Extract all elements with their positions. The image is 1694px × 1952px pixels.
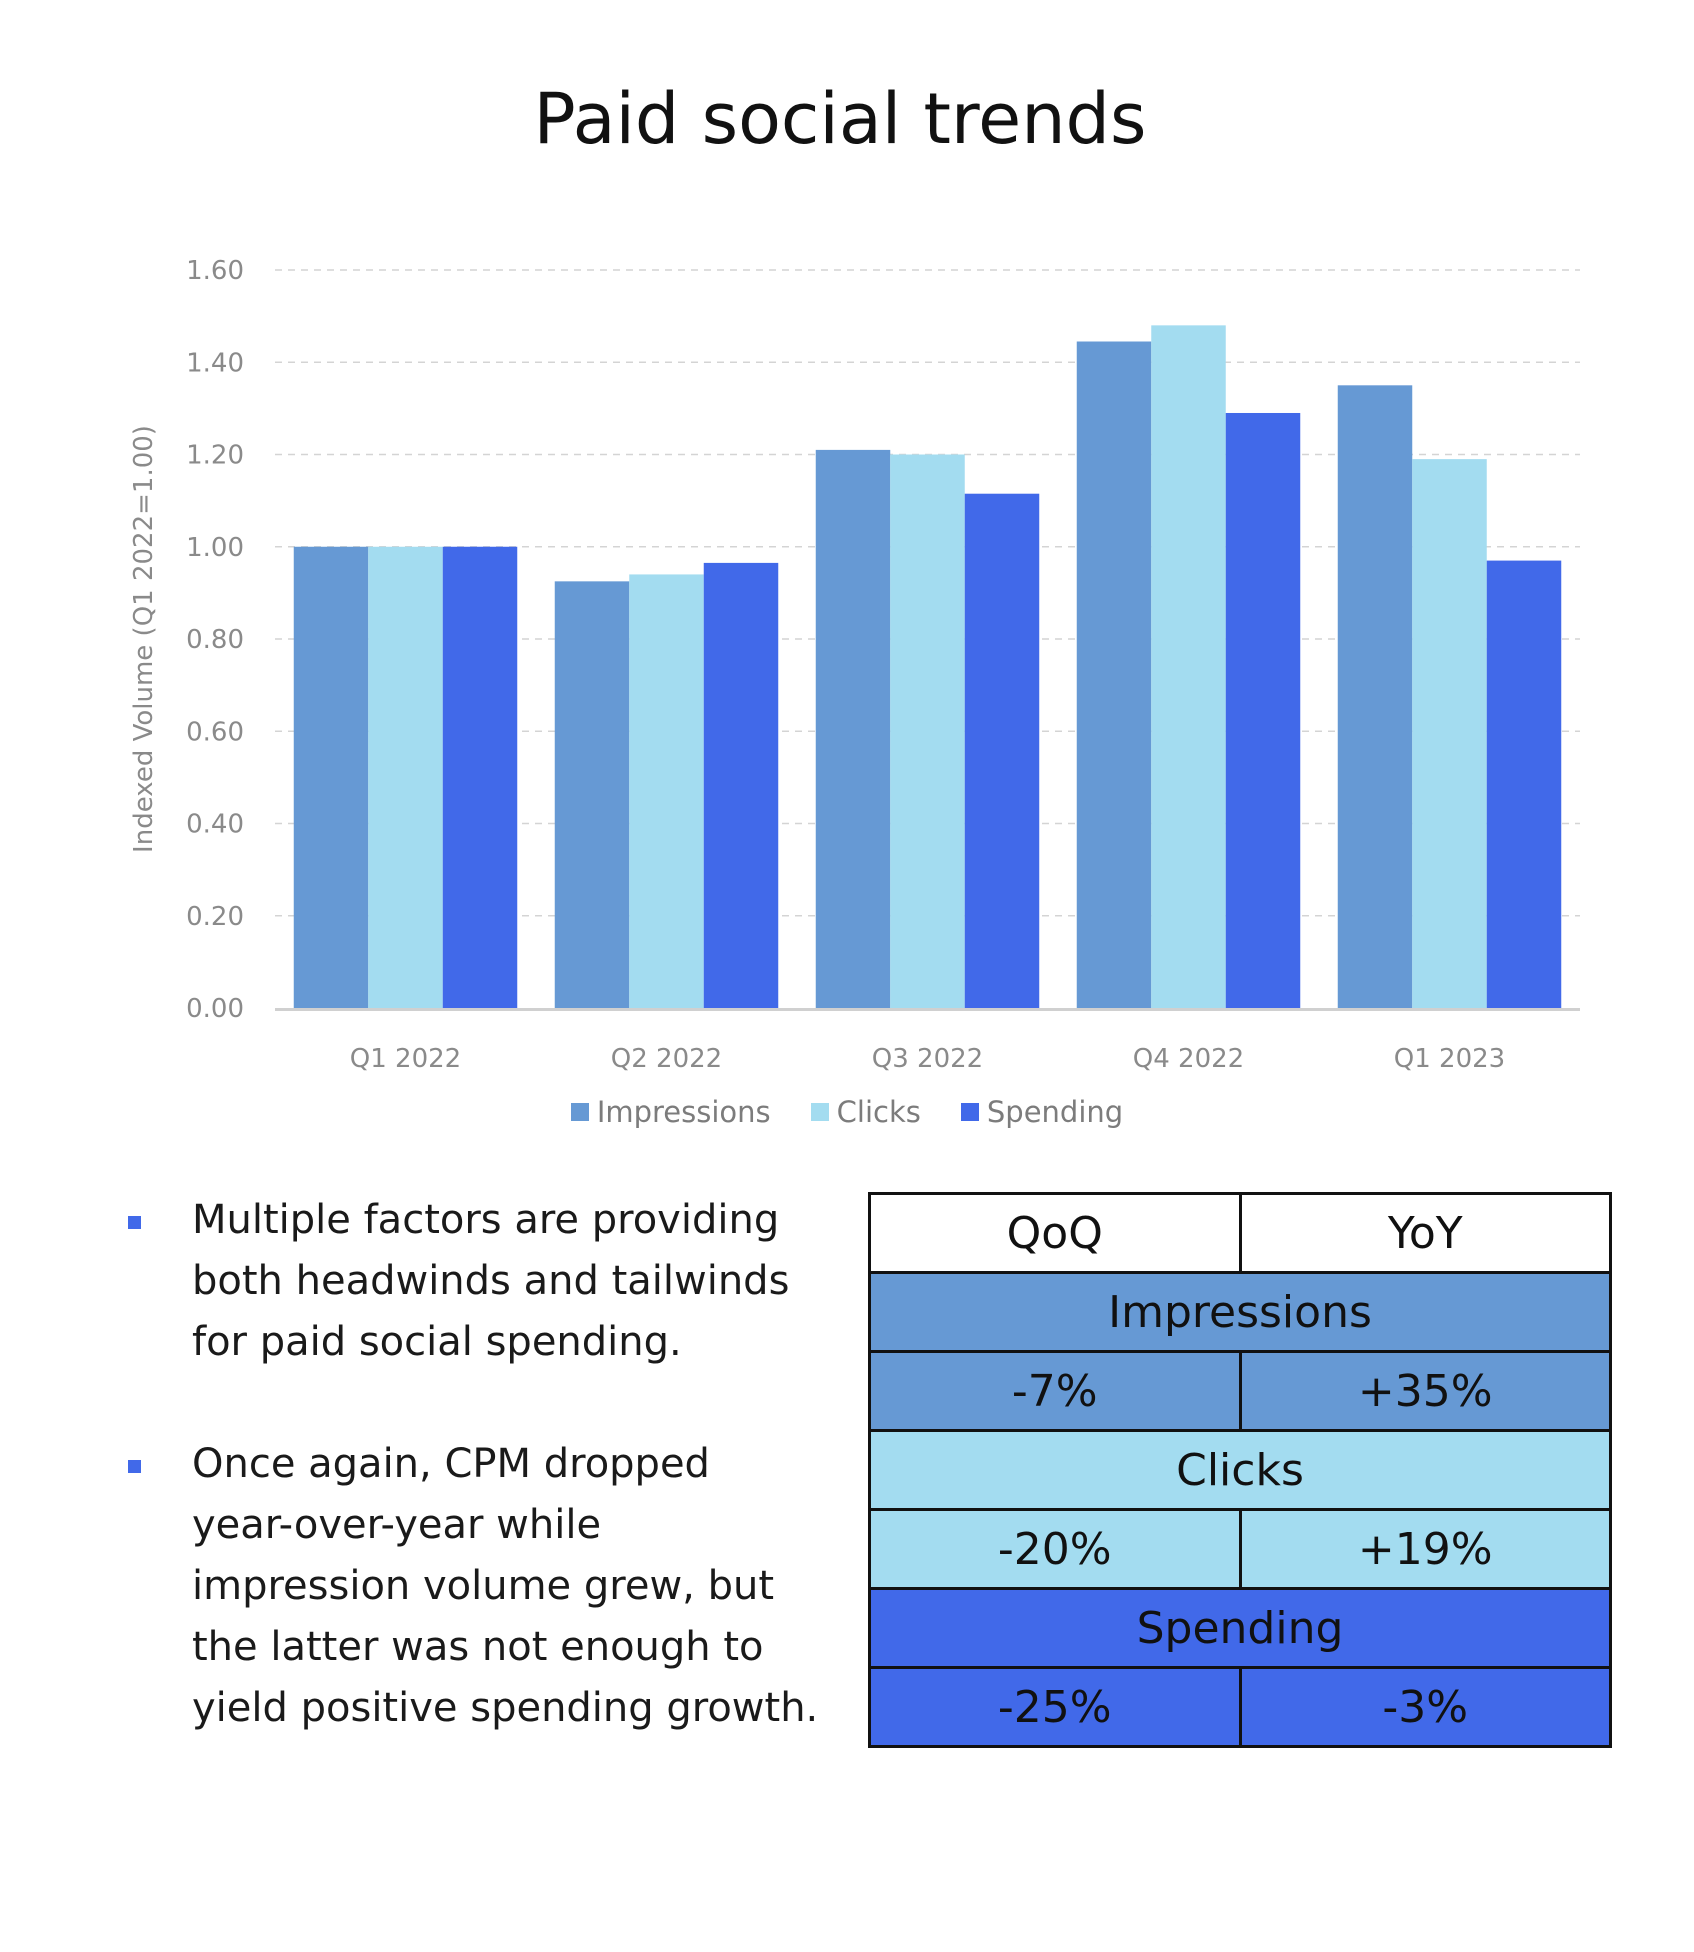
table-row: -7% +35% (868, 1350, 1612, 1432)
spending-qoq: -25% (868, 1666, 1242, 1748)
y-axis-ticks: 0.00 0.20 0.40 0.60 0.80 1.00 1.20 1.40 1.60 (186, 256, 244, 1024)
note-text: Multiple factors are providing both head… (192, 1197, 790, 1365)
bullet-square-icon (128, 1216, 141, 1229)
bar-chart: 0.00 0.20 0.40 0.60 0.80 1.00 1.20 1.40 1.60 Q1 … (129, 256, 1580, 1074)
y-axis-label: Indexed Volume (Q1 2022=1.00) (129, 425, 159, 853)
bar-impressions-q3-2022 (815, 449, 891, 1008)
legend-label-clicks: Clicks (836, 1095, 921, 1129)
impressions-qoq: -7% (868, 1350, 1242, 1432)
y-tick-label: 0.40 (186, 810, 244, 840)
legend-item-impressions: Impressions (570, 1095, 771, 1129)
bar-impressions-q4-2022 (1076, 341, 1152, 1008)
bar-spending-q2-2022 (703, 562, 779, 1008)
x-axis-ticks: Q1 2022 Q2 2022 Q3 2022 Q4 2022 Q1 2023 (350, 1044, 1505, 1074)
x-tick-label: Q4 2022 (1133, 1044, 1244, 1074)
note-item: Multiple factors are providing both head… (122, 1190, 822, 1373)
bar-spending-q1-2023 (1486, 560, 1562, 1008)
clicks-qoq: -20% (868, 1508, 1242, 1590)
chart-bars (293, 325, 1562, 1009)
impressions-yoy: +35% (1238, 1350, 1612, 1432)
y-tick-label: 0.80 (186, 625, 244, 655)
header-qoq: QoQ (868, 1192, 1242, 1274)
bar-clicks-q2-2022 (629, 574, 704, 1008)
note-item: Once again, CPM dropped year-over-year w… (122, 1434, 822, 1739)
x-tick-label: Q1 2022 (350, 1044, 461, 1074)
page-title: Paid social trends (533, 78, 1147, 160)
note-text: Once again, CPM dropped year-over-year w… (192, 1441, 819, 1731)
table-header-row: QoQ YoY (868, 1192, 1612, 1274)
bar-clicks-q4-2022 (1151, 325, 1226, 1009)
bar-spending-q3-2022 (964, 493, 1040, 1008)
y-tick-label: 0.20 (186, 902, 244, 932)
table-metric-row: Clicks (868, 1429, 1612, 1511)
bar-spending-q4-2022 (1225, 412, 1301, 1008)
bar-clicks-q1-2022 (368, 546, 443, 1008)
header-yoy: YoY (1238, 1192, 1612, 1274)
y-tick-label: 0.60 (186, 717, 244, 747)
legend-label-impressions: Impressions (596, 1095, 771, 1129)
metric-spending: Spending (868, 1587, 1612, 1669)
bar-impressions-q2-2022 (554, 581, 630, 1008)
legend-swatch-impressions (570, 1103, 589, 1121)
legend-swatch-spending (960, 1103, 979, 1121)
legend-item-spending: Spending (960, 1095, 1124, 1129)
bullet-square-icon (128, 1460, 141, 1473)
notes-list: Multiple factors are providing both head… (122, 1190, 822, 1739)
y-tick-label: 0.00 (186, 994, 244, 1024)
legend-item-clicks: Clicks (810, 1095, 921, 1129)
table-metric-row: Impressions (868, 1271, 1612, 1353)
table-metric-row: Spending (868, 1587, 1612, 1669)
legend-label-spending: Spending (986, 1095, 1124, 1129)
y-tick-label: 1.60 (186, 256, 244, 286)
y-tick-label: 1.40 (186, 348, 244, 378)
legend-swatch-clicks (810, 1103, 829, 1121)
bar-impressions-q1-2022 (293, 546, 369, 1008)
bar-clicks-q1-2023 (1412, 459, 1487, 1008)
table-row: -20% +19% (868, 1508, 1612, 1590)
chart-legend: Impressions Clicks Spending (0, 1095, 1694, 1129)
y-tick-label: 1.00 (186, 533, 244, 563)
metric-impressions: Impressions (868, 1271, 1612, 1353)
metric-clicks: Clicks (868, 1429, 1612, 1511)
growth-table: QoQ YoY Impressions -7% +35% Clicks -20%… (868, 1192, 1612, 1748)
clicks-yoy: +19% (1238, 1508, 1612, 1590)
x-tick-label: Q3 2022 (872, 1044, 983, 1074)
bar-clicks-q3-2022 (890, 454, 965, 1008)
x-tick-label: Q2 2022 (611, 1044, 722, 1074)
bar-impressions-q1-2023 (1337, 385, 1413, 1008)
table-row: -25% -3% (868, 1666, 1612, 1748)
y-tick-label: 1.20 (186, 441, 244, 471)
spending-yoy: -3% (1238, 1666, 1612, 1748)
x-tick-label: Q1 2023 (1394, 1044, 1505, 1074)
bar-spending-q1-2022 (442, 546, 518, 1008)
